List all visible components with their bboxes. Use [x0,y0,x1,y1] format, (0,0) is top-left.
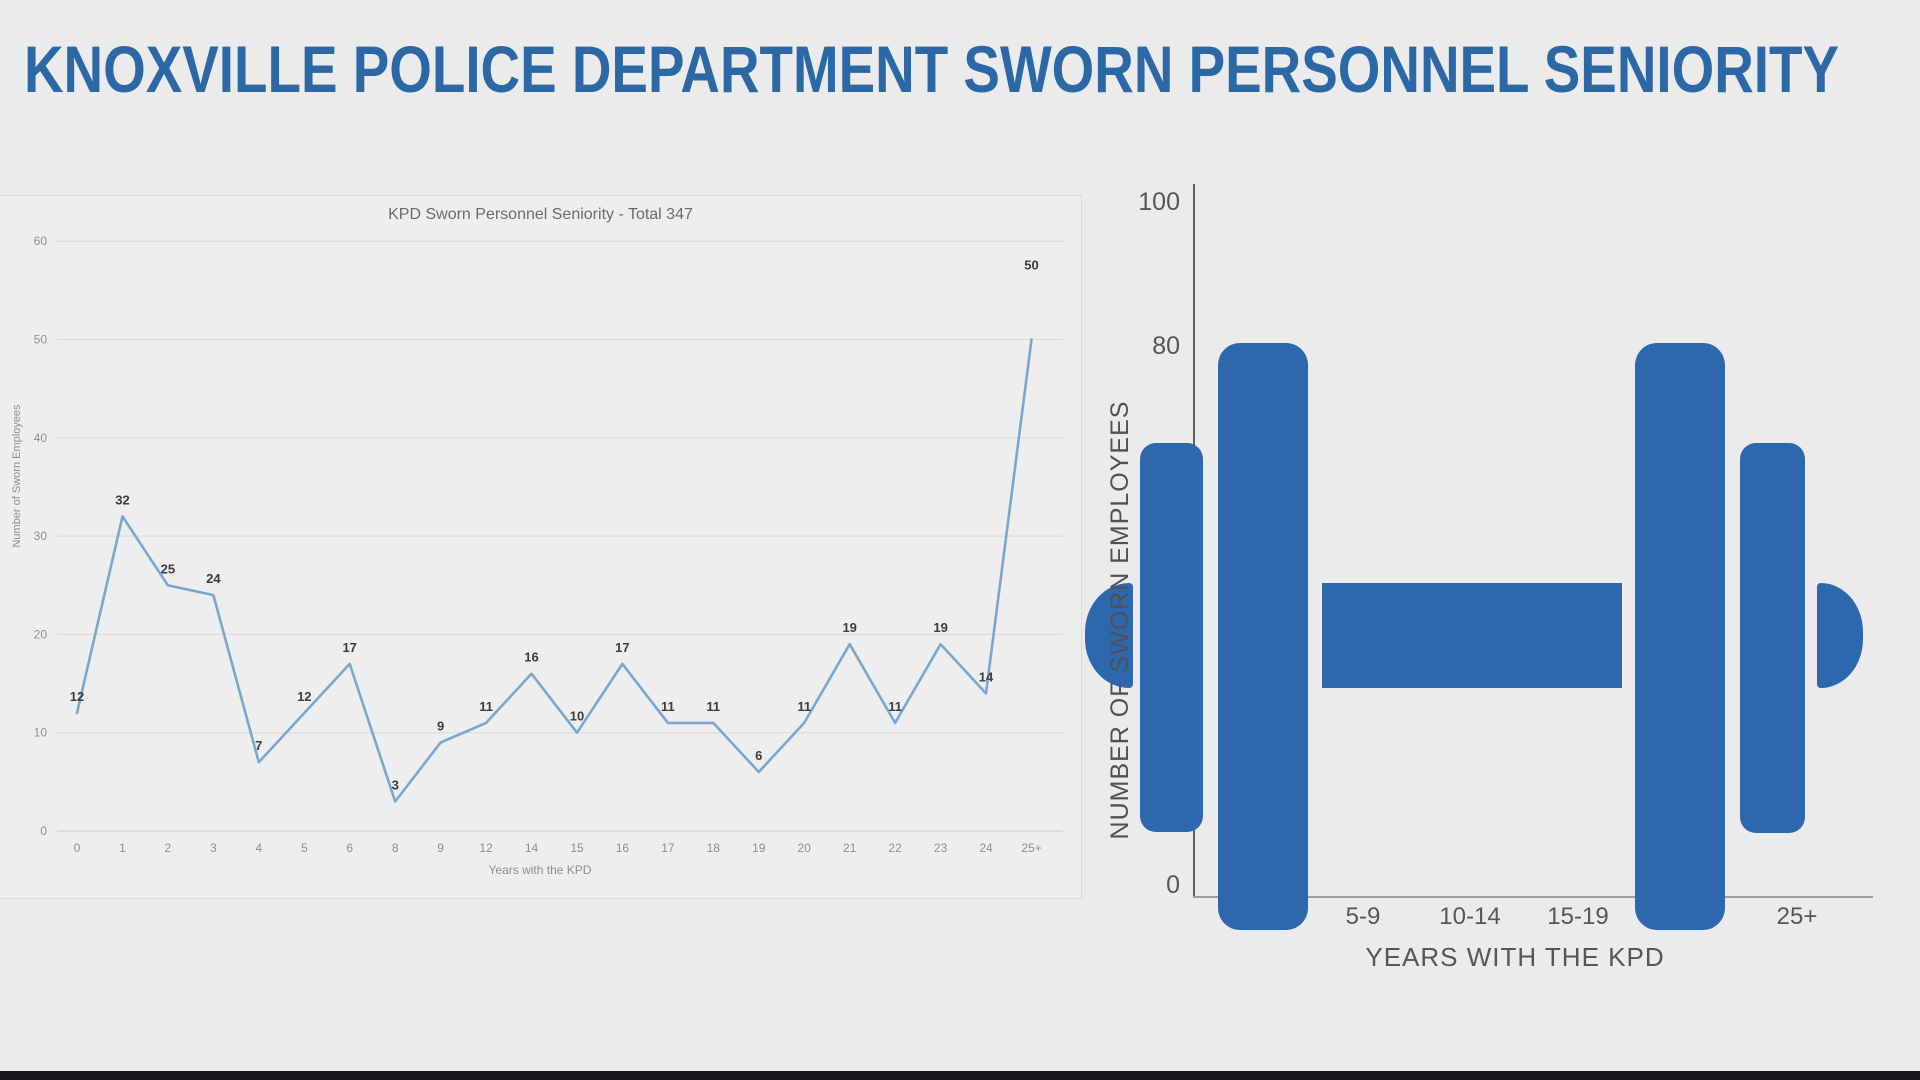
x-axis-line [1193,896,1873,898]
x-tick-label: 17 [661,841,675,855]
x-tick-label: 5 [301,841,308,855]
data-label: 14 [979,669,994,684]
dumbbell-right-end-cap [1817,583,1863,688]
data-label: 6 [755,748,762,763]
data-label: 11 [661,699,675,714]
data-label: 50 [1024,258,1038,273]
data-label: 11 [888,699,902,714]
x-tick-label: 24 [979,841,993,855]
x-tick-label: 15 [570,841,584,855]
line-chart-panel: KPD Sworn Personnel Seniority - Total 34… [0,195,1082,899]
data-label: 17 [342,640,356,655]
data-label: 7 [255,738,262,753]
x-tick-label: 8 [392,841,399,855]
data-label: 9 [437,719,444,734]
y-tick-label: 10 [34,726,48,740]
data-label: 3 [392,778,399,793]
data-label: 10 [570,709,584,724]
y-tick-label: 20 [34,627,48,641]
dumbbell-large-plate-right [1635,343,1725,930]
x-tick-label: 22 [888,841,902,855]
series-line [75,338,1033,803]
data-label: 19 [933,620,947,635]
data-label: 12 [297,689,311,704]
x-tick-label: 1 [119,841,126,855]
x-tick-label: 21 [843,841,857,855]
y-tick-label: 50 [34,333,48,347]
y-tick-label: 30 [34,529,48,543]
x-tick-label: 16 [616,841,630,855]
x-tick-label: 0 [74,841,81,855]
y-tick-label: 60 [34,234,48,248]
x-tick-label: 18 [707,841,721,855]
x-tick-label: 14 [525,841,539,855]
data-label: 11 [797,699,811,714]
data-label: 19 [842,620,856,635]
data-label: 24 [206,571,221,586]
bottom-edge-bar [0,1071,1920,1080]
x-tick-label: 9 [437,841,444,855]
y-tick-0: 0 [1166,871,1180,899]
x-tick-label: 19 [752,841,766,855]
x-tick-label: 20 [798,841,812,855]
line-chart-x-axis-label: Years with the KPD [489,863,592,877]
data-label: 11 [706,699,720,714]
dumbbell-chart: 100 80 0 NUMBER OF SWORN EMPLOYEES 5-9 1… [1060,140,1920,1040]
x-tick-label: 12 [479,841,493,855]
dumbbell-large-plate-left [1218,343,1308,930]
y-tick-label: 40 [34,431,48,445]
x-tick-label: 6 [346,841,353,855]
dumbbell-small-plate-right [1740,443,1805,833]
y-tick-label: 0 [40,824,47,838]
data-label: 11 [479,699,493,714]
y-tick-100: 100 [1138,188,1180,216]
x-tick-label: 23 [934,841,948,855]
data-label: 12 [70,689,84,704]
page-title: KNOXVILLE POLICE DEPARTMENT SWORN PERSON… [24,32,1839,106]
dumbbell-handle [1322,583,1622,688]
x-tick-15-19: 15-19 [1547,903,1609,930]
data-label: 25 [161,561,175,576]
y-tick-80: 80 [1152,332,1180,360]
x-tick-label: 3 [210,841,217,855]
x-tick-label: 2 [165,841,172,855]
dumbbell-small-plate-left [1140,443,1203,832]
x-tick-label: 25+ [1021,841,1041,855]
x-tick-25plus: 25+ [1776,903,1818,930]
dumbbell-y-axis-label: NUMBER OF SWORN EMPLOYEES [1106,400,1134,840]
dumbbell-x-axis-label: YEARS WITH THE KPD [1365,942,1665,972]
line-chart-y-axis-label: Number of Sworn Employees [11,404,23,548]
data-label: 16 [524,650,538,665]
data-label: 32 [115,492,129,507]
x-tick-5-9: 5-9 [1345,903,1381,930]
x-tick-label: 4 [255,841,262,855]
data-label: 17 [615,640,629,655]
x-tick-10-14: 10-14 [1439,903,1501,930]
line-chart-title: KPD Sworn Personnel Seniority - Total 34… [388,206,693,223]
